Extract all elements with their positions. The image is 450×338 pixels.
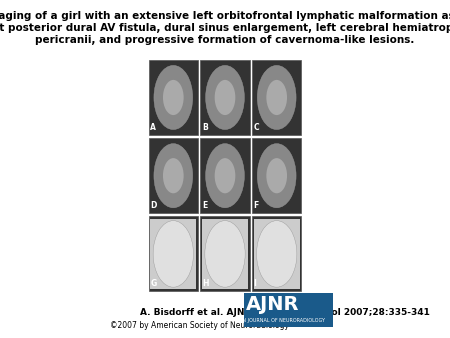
FancyBboxPatch shape <box>200 60 250 135</box>
Text: D: D <box>150 201 157 210</box>
Text: AJNR: AJNR <box>246 295 299 314</box>
FancyBboxPatch shape <box>148 217 198 291</box>
Ellipse shape <box>206 144 244 208</box>
FancyBboxPatch shape <box>244 293 333 327</box>
Text: G: G <box>150 279 157 288</box>
Ellipse shape <box>257 144 296 208</box>
Text: H: H <box>202 279 208 288</box>
Ellipse shape <box>256 221 297 287</box>
FancyBboxPatch shape <box>252 60 302 135</box>
Text: ©2007 by American Society of Neuroradiology: ©2007 by American Society of Neuroradiol… <box>110 321 289 330</box>
Text: E: E <box>202 201 207 210</box>
Text: C: C <box>254 123 259 131</box>
Text: Serial imaging of a girl with an extensive left orbitofrontal lymphatic malforma: Serial imaging of a girl with an extensi… <box>0 11 450 45</box>
Text: I: I <box>254 279 256 288</box>
FancyBboxPatch shape <box>252 138 302 213</box>
Ellipse shape <box>163 158 184 193</box>
FancyBboxPatch shape <box>148 138 198 213</box>
FancyBboxPatch shape <box>252 217 302 291</box>
Ellipse shape <box>266 80 287 115</box>
Ellipse shape <box>206 66 244 129</box>
Ellipse shape <box>266 158 287 193</box>
Text: F: F <box>254 201 259 210</box>
Text: A. Bisdorff et al. AJNR Am J Neuroradiol 2007;28:335-341: A. Bisdorff et al. AJNR Am J Neuroradiol… <box>140 308 430 317</box>
Ellipse shape <box>163 80 184 115</box>
FancyBboxPatch shape <box>200 217 250 291</box>
Text: A: A <box>150 123 156 131</box>
Ellipse shape <box>215 80 235 115</box>
FancyBboxPatch shape <box>150 219 196 289</box>
Ellipse shape <box>205 221 245 287</box>
Text: B: B <box>202 123 208 131</box>
FancyBboxPatch shape <box>200 138 250 213</box>
Ellipse shape <box>153 221 194 287</box>
Text: AMERICAN JOURNAL OF NEURORADIOLOGY: AMERICAN JOURNAL OF NEURORADIOLOGY <box>220 318 325 323</box>
Ellipse shape <box>257 66 296 129</box>
Ellipse shape <box>215 158 235 193</box>
FancyBboxPatch shape <box>148 60 198 135</box>
Ellipse shape <box>154 66 193 129</box>
FancyBboxPatch shape <box>254 219 300 289</box>
Ellipse shape <box>154 144 193 208</box>
FancyBboxPatch shape <box>202 219 248 289</box>
